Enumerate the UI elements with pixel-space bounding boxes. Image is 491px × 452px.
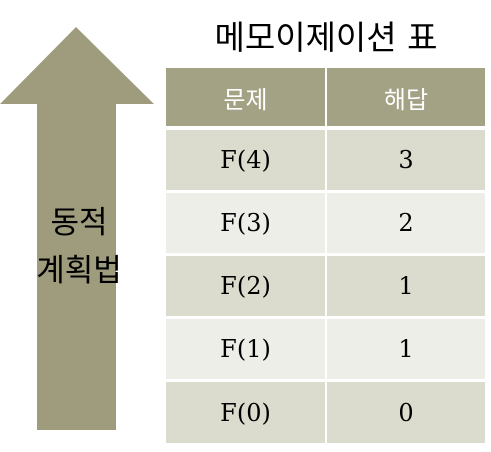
answer-cell: 3 (325, 128, 485, 193)
table-row: F(2) 1 (166, 254, 485, 319)
upward-arrow (0, 27, 154, 430)
table-row: F(3) 2 (166, 191, 485, 256)
column-header-answer: 해답 (325, 68, 485, 130)
table-row: F(4) 3 (166, 128, 485, 193)
answer-cell: 2 (325, 191, 485, 256)
problem-cell: F(2) (166, 254, 327, 319)
table-row: F(0) 0 (166, 380, 485, 443)
arrow-label-line1: 동적 (50, 205, 108, 241)
memoization-table: 문제 해답 F(4) 3 F(3) 2 F(2) 1 F(1) 1 F(0) 0 (166, 68, 485, 443)
problem-cell: F(1) (166, 317, 327, 382)
problem-cell: F(3) (166, 191, 327, 256)
table-header-row: 문제 해답 (166, 68, 485, 130)
problem-cell: F(4) (166, 128, 327, 193)
answer-cell: 0 (325, 380, 485, 443)
table-row: F(1) 1 (166, 317, 485, 382)
column-header-problem: 문제 (166, 68, 327, 130)
arrow-label-line2: 계획법 (36, 253, 122, 289)
answer-cell: 1 (325, 254, 485, 319)
answer-cell: 1 (325, 317, 485, 382)
problem-cell: F(0) (166, 380, 327, 443)
table-title: 메모이제이션 표 (214, 18, 438, 57)
arrow-shape (0, 27, 154, 430)
